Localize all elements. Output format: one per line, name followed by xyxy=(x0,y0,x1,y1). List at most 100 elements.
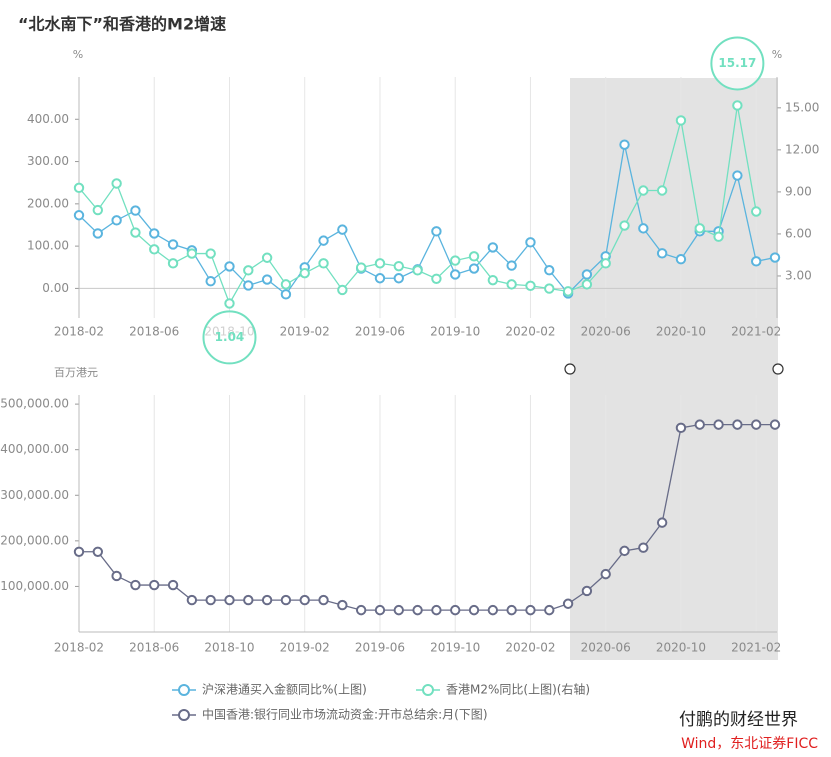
data-point xyxy=(299,594,310,606)
legend-icon xyxy=(422,684,434,696)
data-point xyxy=(205,276,216,287)
data-point xyxy=(280,289,292,300)
x-tick-label: 2019-06 xyxy=(355,325,405,339)
y-unit: 百万港元 xyxy=(54,366,98,379)
y-tick-label: 400,000.00 xyxy=(0,442,69,456)
data-point xyxy=(656,517,668,528)
data-point xyxy=(487,274,499,286)
data-point xyxy=(600,568,611,580)
zoom-handle[interactable] xyxy=(772,363,784,375)
data-point xyxy=(318,235,329,246)
data-point xyxy=(675,115,687,126)
x-tick-label: 2018-06 xyxy=(129,325,179,339)
data-point xyxy=(130,205,141,216)
x-tick-label: 2019-10 xyxy=(430,325,480,339)
y-tick-label: 300,000.00 xyxy=(0,488,69,502)
data-point xyxy=(468,263,480,274)
x-tick-label: 2018-06 xyxy=(129,641,179,655)
data-point xyxy=(374,273,386,284)
x-tick-label: 2020-10 xyxy=(656,325,706,339)
y-tick-label: 200,000.00 xyxy=(0,533,69,547)
data-point xyxy=(638,542,649,553)
data-point xyxy=(393,604,404,616)
data-point xyxy=(130,227,141,238)
data-point xyxy=(111,570,122,582)
y-tick-label: 200.00 xyxy=(27,196,69,210)
data-point xyxy=(506,604,517,616)
x-tick-label: 2019-02 xyxy=(280,325,330,339)
data-point xyxy=(506,279,517,290)
data-point xyxy=(468,251,480,262)
data-point xyxy=(111,215,122,226)
data-point xyxy=(186,248,198,259)
x-tick-label: 2020-02 xyxy=(505,325,555,339)
y-tick-label: 100.00 xyxy=(27,239,69,253)
x-tick-label: 2021-02 xyxy=(731,325,781,339)
x-tick-label: 2021-02 xyxy=(731,641,781,655)
x-tick-label: 2020-10 xyxy=(656,641,706,655)
data-point xyxy=(355,604,367,616)
data-point xyxy=(675,254,687,265)
data-point xyxy=(713,419,724,430)
data-point xyxy=(468,604,480,616)
data-point xyxy=(431,273,442,284)
y2-tick-label: 15.00 xyxy=(785,100,819,114)
data-point xyxy=(337,284,348,296)
y-tick-label: 100,000.00 xyxy=(0,579,69,593)
data-point xyxy=(337,224,348,235)
data-point xyxy=(111,178,122,189)
data-point xyxy=(167,239,179,250)
data-point xyxy=(149,244,160,255)
data-point xyxy=(506,260,517,271)
data-point xyxy=(92,546,104,557)
data-point xyxy=(224,594,235,606)
data-point xyxy=(261,594,273,606)
data-point xyxy=(92,228,104,239)
data-point xyxy=(149,228,160,239)
mark-point xyxy=(710,36,765,91)
data-point xyxy=(450,269,461,280)
x-tick-label: 2018-02 xyxy=(54,325,104,339)
data-point xyxy=(675,422,687,434)
chart-title: “北水南下”和香港的M2增速 xyxy=(18,15,226,34)
data-point xyxy=(130,579,141,591)
data-point xyxy=(92,204,104,216)
data-point xyxy=(243,265,254,276)
data-point xyxy=(431,226,442,237)
legend-label: 沪深港通买入金额同比%(上图) xyxy=(202,682,367,697)
data-point xyxy=(224,261,235,272)
y-tick-label: 400.00 xyxy=(27,112,69,126)
data-point xyxy=(73,182,85,194)
data-point xyxy=(600,258,611,269)
data-point xyxy=(638,185,649,196)
data-point xyxy=(243,594,254,606)
data-point xyxy=(167,258,179,269)
data-point xyxy=(732,100,743,111)
data-point xyxy=(769,252,781,263)
data-point xyxy=(205,248,216,259)
x-tick-label: 2020-06 xyxy=(581,641,631,655)
mark-point xyxy=(202,310,257,365)
x-tick-label: 2019-06 xyxy=(355,641,405,655)
zoom-handle[interactable] xyxy=(564,363,576,375)
data-point xyxy=(487,242,499,253)
data-point xyxy=(732,170,743,181)
x-tick-label: 2019-02 xyxy=(280,641,330,655)
data-point xyxy=(619,139,630,150)
y-unit: % xyxy=(73,48,83,61)
data-point xyxy=(525,604,536,616)
data-point xyxy=(374,604,386,616)
data-point xyxy=(355,262,367,273)
data-point xyxy=(656,248,668,259)
data-point xyxy=(149,579,160,591)
y-tick-label: 500,000.00 xyxy=(0,397,69,411)
data-point xyxy=(261,252,273,263)
data-point xyxy=(732,419,743,430)
data-point xyxy=(243,280,254,291)
data-point xyxy=(280,594,292,606)
legend-icon xyxy=(178,709,190,721)
zoom-shade xyxy=(570,78,778,660)
data-point xyxy=(167,579,179,591)
data-point xyxy=(73,210,85,221)
mark-point-label: 15.17 xyxy=(718,56,756,70)
